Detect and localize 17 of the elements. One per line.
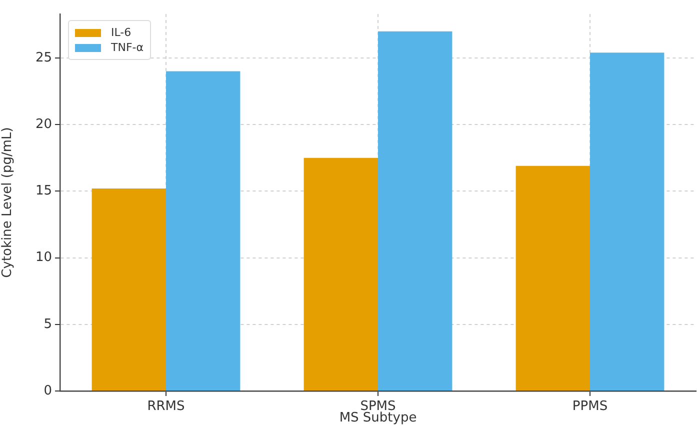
bar — [378, 31, 452, 390]
bar — [166, 71, 240, 390]
y-axis-title: Cytokine Level (pg/mL) — [0, 127, 16, 278]
y-tick-label: 20 — [35, 116, 52, 132]
x-tick-label: RRMS — [147, 399, 185, 414]
y-tick-label: 10 — [35, 250, 52, 266]
y-tick-label: 5 — [44, 316, 52, 332]
y-tick-label: 15 — [35, 184, 52, 199]
bar — [304, 158, 378, 390]
y-tick-label: 0 — [44, 383, 52, 398]
bar — [516, 166, 590, 390]
bar — [590, 52, 664, 390]
bar — [92, 188, 166, 390]
legend-label: IL-6 — [111, 26, 132, 39]
x-tick-label: PPMS — [572, 399, 608, 414]
y-tick-label: 25 — [35, 50, 52, 66]
legend-label: TNF-α — [111, 41, 144, 54]
